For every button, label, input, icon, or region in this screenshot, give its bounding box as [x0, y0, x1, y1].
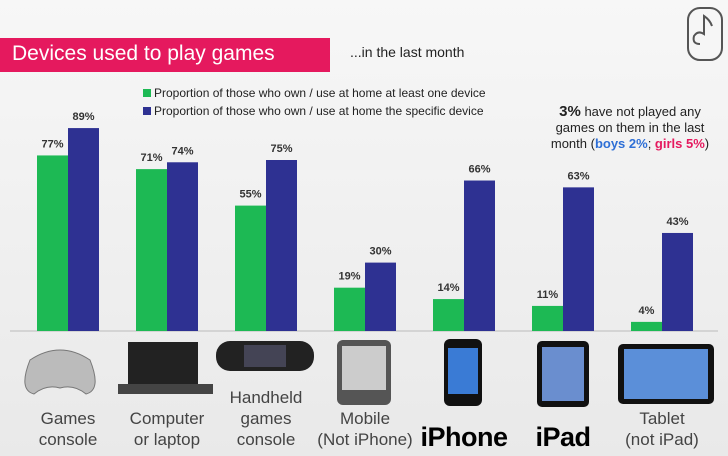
bar	[136, 169, 167, 331]
bar	[235, 205, 266, 331]
value-label: 77%	[41, 138, 63, 150]
x-tick-label: iPad	[535, 422, 591, 452]
value-label: 43%	[666, 216, 688, 228]
annotation-part: have not played any games on them in the…	[550, 104, 705, 151]
x-tick-label: Computer or laptop	[129, 409, 205, 449]
annotation-part: boys 2%	[594, 136, 648, 151]
x-tick-label: Handheld games console	[229, 388, 303, 449]
chart-title: Devices used to play games	[12, 42, 275, 65]
legend-swatch	[143, 89, 151, 97]
bar	[464, 180, 495, 331]
legend-item: Proportion of those who own / use at hom…	[143, 104, 484, 118]
x-tick-label: Games console	[38, 409, 98, 449]
value-label: 89%	[72, 111, 94, 123]
legend-label: Proportion of those who own / use at hom…	[154, 104, 484, 118]
value-label: 63%	[567, 170, 589, 182]
bar	[68, 128, 99, 331]
chart-subtitle: ...in the last month	[350, 44, 465, 60]
bar	[266, 160, 297, 331]
device-icons	[24, 339, 714, 407]
value-label: 14%	[437, 282, 459, 294]
value-label: 11%	[537, 289, 559, 301]
value-label: 74%	[171, 145, 193, 157]
x-tick-label: Mobile (Not iPhone)	[317, 409, 413, 449]
value-label: 19%	[338, 271, 360, 283]
value-label: 30%	[369, 246, 391, 258]
legend-swatch	[143, 107, 151, 115]
bar	[631, 321, 662, 331]
legend-item: Proportion of those who own / use at hom…	[143, 86, 486, 100]
annotation-part: 3%	[559, 103, 581, 120]
bar	[433, 299, 464, 331]
annotation: 3% have not played any games on them in …	[540, 104, 720, 152]
value-label: 66%	[468, 164, 490, 176]
bar	[37, 155, 68, 331]
bar	[167, 162, 198, 331]
annotation-part: )	[704, 136, 710, 151]
legend-label: Proportion of those who own / use at hom…	[154, 86, 486, 100]
bar	[365, 262, 396, 331]
bar	[662, 232, 693, 331]
annotation-part: ;	[647, 136, 655, 151]
x-tick-label: iPhone	[420, 422, 508, 452]
title-box: Devices used to play games	[0, 38, 330, 72]
value-label: 75%	[270, 143, 292, 155]
annotation-part: girls 5%	[654, 136, 705, 151]
x-tick-label: Tablet (not iPad)	[625, 409, 699, 449]
logo	[687, 7, 723, 61]
bar	[532, 305, 563, 331]
bar	[334, 287, 365, 331]
value-label: 71%	[140, 152, 162, 164]
value-label: 4%	[639, 305, 655, 317]
bar	[563, 187, 594, 331]
value-label: 55%	[239, 189, 261, 201]
